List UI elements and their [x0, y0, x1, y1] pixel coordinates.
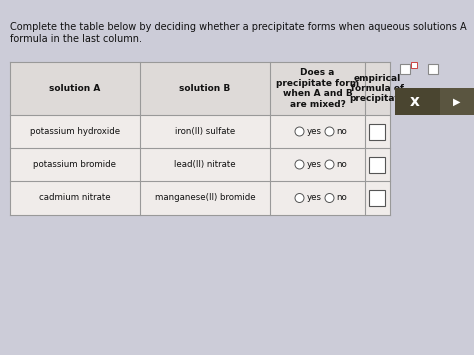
Text: manganese(II) bromide: manganese(II) bromide: [155, 193, 255, 202]
Text: no: no: [337, 127, 347, 136]
Text: no: no: [337, 160, 347, 169]
Text: ▶: ▶: [453, 97, 461, 106]
Bar: [400, 64, 410, 74]
Bar: [370, 124, 385, 140]
Text: potassium bromide: potassium bromide: [34, 160, 117, 169]
Text: iron(II) sulfate: iron(II) sulfate: [175, 127, 235, 136]
Bar: [370, 157, 385, 173]
Bar: [0, 215, 474, 355]
Text: cadmium nitrate: cadmium nitrate: [39, 193, 111, 202]
Bar: [370, 190, 385, 206]
Circle shape: [325, 160, 334, 169]
Text: Complete the table below by deciding whether a precipitate forms when aqueous so: Complete the table below by deciding whe…: [10, 22, 466, 44]
Circle shape: [295, 127, 304, 136]
Text: no: no: [337, 193, 347, 202]
Text: lead(II) nitrate: lead(II) nitrate: [174, 160, 236, 169]
Text: yes: yes: [307, 127, 321, 136]
Bar: [411, 62, 417, 68]
Text: solution B: solution B: [179, 84, 231, 93]
Circle shape: [325, 193, 334, 202]
Bar: [395, 88, 474, 115]
Bar: [10, 62, 390, 115]
Circle shape: [295, 193, 304, 202]
Text: potassium hydroxide: potassium hydroxide: [30, 127, 120, 136]
Text: yes: yes: [307, 193, 321, 202]
Bar: [428, 64, 438, 74]
Circle shape: [325, 127, 334, 136]
Text: empirical
formula of
precipitate: empirical formula of precipitate: [349, 73, 405, 103]
Text: solution A: solution A: [49, 84, 100, 93]
Text: x: x: [410, 94, 420, 109]
Bar: [10, 62, 390, 215]
Circle shape: [295, 160, 304, 169]
Text: yes: yes: [307, 160, 321, 169]
Bar: [440, 88, 474, 115]
Text: Does a
precipitate form
when A and B
are mixed?: Does a precipitate form when A and B are…: [276, 69, 359, 109]
